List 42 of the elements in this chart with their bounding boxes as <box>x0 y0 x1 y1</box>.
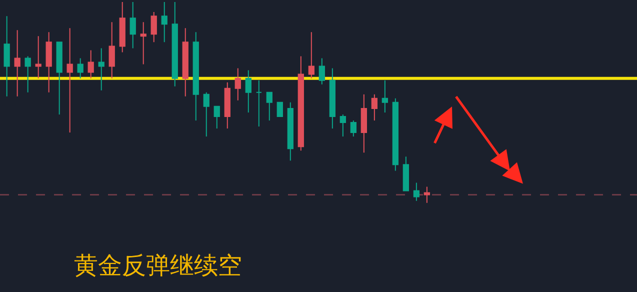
candlestick <box>46 32 52 93</box>
candlestick <box>140 22 146 65</box>
candlestick <box>298 56 304 152</box>
candlestick <box>161 2 168 43</box>
candlestick <box>224 82 230 130</box>
candlestick <box>382 80 388 113</box>
candlestick <box>350 120 356 138</box>
candlestick <box>150 12 157 43</box>
candlestick <box>308 32 314 79</box>
candlestick <box>108 22 115 79</box>
candlestick <box>14 30 20 97</box>
candlestick <box>256 80 262 128</box>
candlestick <box>413 182 420 202</box>
candlestick <box>88 50 94 79</box>
candlestick <box>119 2 126 53</box>
candlestick <box>234 68 241 101</box>
candlestick <box>4 16 10 97</box>
candlestick <box>66 28 73 134</box>
candlestick <box>56 42 62 115</box>
candlestick <box>172 2 178 87</box>
candlestick <box>77 58 84 79</box>
candlestick <box>35 36 42 79</box>
candlestick <box>402 156 410 192</box>
candlestick <box>182 28 188 97</box>
candlestick <box>340 114 346 138</box>
candlestick <box>214 106 220 130</box>
candlestick <box>276 102 283 117</box>
candlestick <box>392 98 399 172</box>
candlestick <box>287 102 294 162</box>
candlestick <box>98 48 104 91</box>
candlestick <box>424 186 430 204</box>
candlestick <box>203 92 210 138</box>
candlestick <box>245 70 252 113</box>
candlestick <box>371 94 378 121</box>
candlestick <box>318 58 325 85</box>
candlestick <box>24 56 31 93</box>
candlestick <box>192 32 199 121</box>
candlestick <box>130 2 136 49</box>
candlestick <box>266 92 272 121</box>
candlestick <box>329 68 336 130</box>
text: 黄金反弹继续空 <box>74 251 242 280</box>
candlestick <box>360 94 367 154</box>
